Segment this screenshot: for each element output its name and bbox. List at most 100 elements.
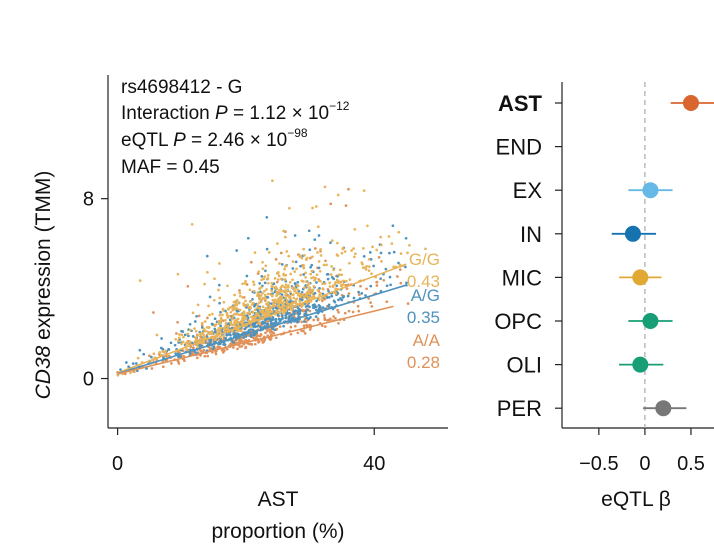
data-point <box>333 282 337 286</box>
data-point <box>318 269 322 273</box>
data-point <box>328 285 332 288</box>
data-point <box>180 333 184 337</box>
data-point <box>203 354 207 358</box>
data-point <box>176 272 180 276</box>
data-point <box>340 273 344 277</box>
data-point <box>246 236 250 240</box>
data-point <box>177 339 180 343</box>
data-point <box>246 303 250 306</box>
data-point <box>267 281 270 285</box>
data-point <box>242 310 246 314</box>
genotype-value-A/G: 0.35 <box>407 308 440 327</box>
data-point <box>336 308 339 312</box>
scatter-y-label: CD38 expression (TMM) <box>32 171 55 400</box>
data-point <box>304 310 308 314</box>
data-point <box>319 292 322 295</box>
data-point <box>276 297 280 301</box>
data-point <box>231 308 235 312</box>
data-point <box>212 298 216 302</box>
forest-point-OPC <box>642 313 659 329</box>
data-point <box>337 321 340 325</box>
data-point <box>284 286 288 289</box>
data-point <box>263 289 266 293</box>
data-point <box>313 278 317 282</box>
fit-line-G/G <box>117 263 407 374</box>
data-point <box>277 274 281 278</box>
data-point <box>377 256 381 259</box>
forest-row-label: OPC <box>494 309 542 334</box>
data-point <box>288 316 291 320</box>
data-point <box>160 337 163 340</box>
data-point <box>270 318 274 322</box>
data-point <box>188 328 192 332</box>
data-point <box>293 234 297 237</box>
data-point <box>301 303 305 307</box>
data-point <box>279 277 283 281</box>
data-point <box>357 290 360 294</box>
data-point <box>197 314 201 318</box>
data-point <box>306 308 310 312</box>
data-point <box>322 314 326 317</box>
data-point <box>201 331 205 335</box>
data-point <box>217 322 221 326</box>
data-point <box>266 296 270 299</box>
data-point <box>404 236 408 240</box>
data-point <box>397 230 401 234</box>
data-point <box>196 303 200 307</box>
data-point <box>230 305 234 309</box>
data-point <box>193 327 196 330</box>
fit-line-A/G <box>117 284 407 375</box>
data-point <box>325 296 329 299</box>
forest-x-tick-label: 0 <box>639 453 650 475</box>
data-point <box>310 296 313 299</box>
data-point <box>200 344 203 348</box>
data-point <box>249 325 253 328</box>
data-point <box>238 291 242 295</box>
y-label-rest: expression (TMM) <box>32 171 55 346</box>
forest-row-label: EX <box>513 178 543 203</box>
data-point <box>372 264 375 268</box>
data-point <box>225 347 229 351</box>
data-point <box>232 300 236 304</box>
data-point <box>195 356 199 360</box>
data-point <box>328 317 332 321</box>
data-point <box>344 279 348 283</box>
data-point <box>284 313 288 316</box>
data-point <box>203 329 207 333</box>
data-point <box>269 306 273 310</box>
data-point <box>300 256 304 260</box>
genotype-label-A/A: A/A <box>413 331 441 350</box>
data-point <box>213 317 217 321</box>
data-point <box>230 339 233 342</box>
data-point <box>303 254 306 257</box>
data-point <box>302 324 306 328</box>
data-point <box>225 333 229 337</box>
data-point <box>302 320 306 323</box>
data-point <box>314 205 318 208</box>
data-point <box>309 256 312 260</box>
data-point <box>293 270 297 273</box>
data-point <box>244 335 248 338</box>
data-point <box>221 307 225 311</box>
data-point <box>279 305 283 309</box>
forest-row-AST: AST <box>498 91 714 116</box>
data-point <box>276 272 280 275</box>
data-point <box>408 243 411 247</box>
data-point <box>302 266 306 269</box>
data-point <box>312 318 316 322</box>
data-point <box>316 288 320 292</box>
data-point <box>287 254 291 258</box>
data-point <box>263 293 267 297</box>
data-point <box>287 284 290 287</box>
data-point <box>193 350 197 354</box>
data-point <box>335 253 339 257</box>
forest-row-label: END <box>496 135 542 160</box>
data-point <box>371 245 374 249</box>
data-point <box>313 238 317 241</box>
data-point <box>256 303 259 307</box>
data-point <box>266 301 270 304</box>
data-point <box>234 337 238 341</box>
data-point <box>281 284 284 288</box>
data-point <box>193 320 197 323</box>
data-point <box>256 290 260 294</box>
